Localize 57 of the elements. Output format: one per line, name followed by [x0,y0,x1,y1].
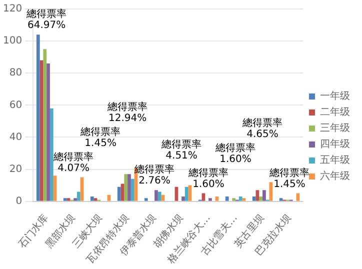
bar [252,196,256,201]
bar [154,190,158,201]
bar [182,196,185,201]
legend-label: 二年级 [320,106,350,118]
bar [117,186,121,201]
annotation: 總得票率 1.60% [214,142,256,165]
annotation: 總得票率 12.94% [106,100,148,124]
annotation: 總得票率 4.65% [242,116,283,140]
bar [279,198,283,201]
bar [53,176,57,201]
bar [43,49,47,201]
annotation: 總得票率 64.97% [26,8,67,32]
bar [128,174,131,201]
bar [107,194,111,201]
legend-label: 一年级 [320,90,350,102]
bar [76,192,80,201]
bar [215,196,219,201]
y-tick-label: 100 [2,36,22,47]
bar [208,198,212,201]
annotation: 總得票率 1.45% [80,126,121,149]
bar [242,198,246,201]
annotation: 總得票率 1.45% [268,166,310,190]
bar [63,198,67,201]
annotation: 總得票率 4.07% [52,150,94,174]
legend-label: 六年级 [320,170,350,182]
bar [269,182,273,201]
y-tick-label: 0 [16,196,22,207]
bar [46,63,50,201]
legend-label: 四年级 [320,138,350,150]
y-tick-label: 60 [9,100,22,111]
bar [74,198,77,201]
bar [259,196,263,201]
annotation: 總得票率 4.51% [160,138,202,162]
legend-label: 五年级 [320,154,350,166]
bar [50,108,54,201]
legend-label: 三年级 [320,122,350,134]
bar [161,194,165,201]
annotation: 總得票率 1.60% [188,166,229,190]
bar [124,174,128,201]
bar [184,186,188,201]
bar [120,184,124,201]
bar [144,198,148,201]
bar [225,196,229,201]
y-tick-label: 20 [9,164,22,175]
bar [232,198,236,201]
bar [262,190,266,201]
bar [238,196,242,201]
bar [90,196,94,201]
y-tick-label: 120 [2,4,22,15]
bar [36,34,40,201]
bar [130,178,134,201]
bar [256,190,260,201]
bar [66,198,70,201]
bar [158,192,162,201]
y-tick-label: 80 [9,68,22,79]
y-tick-label: 40 [9,132,22,143]
bar [94,198,98,201]
